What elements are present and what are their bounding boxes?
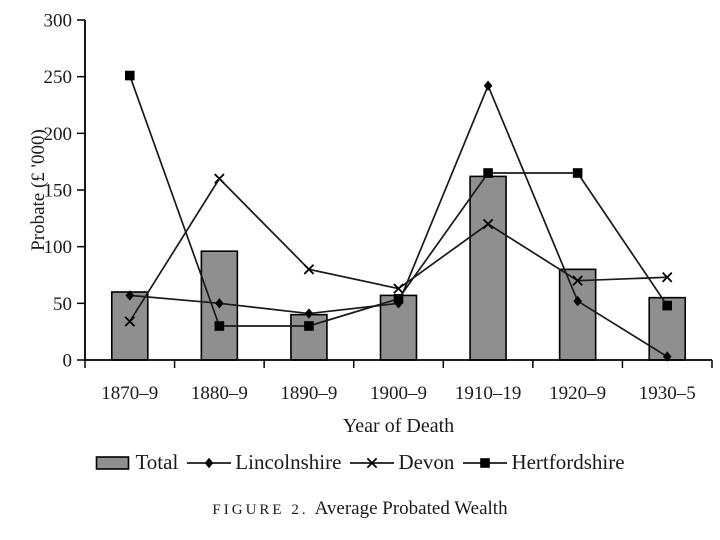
devon-x-marker-icon — [350, 457, 395, 468]
x-tick-label-1: 1880–9 — [191, 383, 248, 404]
x-tick-label-0: 1870–9 — [101, 383, 158, 404]
chart-legend: Total Lincolnshire Devon Hertfordshire — [0, 450, 720, 475]
y-axis-title: Probate (£ '000) — [28, 129, 49, 251]
marker-hertfordshire-0 — [124, 70, 135, 81]
lincolnshire-diamond-marker-icon — [187, 457, 232, 468]
devon-marker-glyph — [367, 457, 378, 468]
y-tick-label: 100 — [44, 237, 73, 258]
y-tick-label: 0 — [63, 351, 73, 372]
marker-lincolnshire-2 — [304, 308, 314, 319]
x-tick-label-3: 1900–9 — [370, 383, 427, 404]
bar-total-3 — [379, 294, 418, 361]
legend-label-devon: Devon — [398, 450, 455, 474]
x-tick-label-6: 1930–5 — [639, 383, 696, 404]
marker-devon-6 — [661, 272, 673, 283]
marker-hertfordshire-6 — [662, 300, 673, 311]
marker-hertfordshire-5 — [572, 168, 583, 178]
probate-wealth-chart: 0 50 100 150 200 250 300 1870–9 1880–9 1890–9 1900… — [28, 11, 713, 437]
marker-devon-5 — [572, 275, 583, 286]
legend-label-lincolnshire: Lincolnshire — [235, 450, 342, 474]
marker-hertfordshire-1 — [214, 321, 225, 331]
x-tick-label-4: 1910–19 — [455, 383, 522, 404]
legend-label-hertfordshire: Hertfordshire — [511, 450, 625, 474]
marker-hertfordshire-4 — [483, 168, 493, 178]
y-tick-label: 50 — [53, 294, 72, 315]
marker-lincolnshire-5 — [573, 295, 582, 307]
x-tick-label-5: 1920–9 — [549, 383, 606, 404]
marker-lincolnshire-1 — [215, 298, 224, 309]
x-tick-label-2: 1890–9 — [280, 383, 337, 404]
x-axis-title: Year of Death — [343, 415, 454, 437]
hertfordshire-square-marker-icon — [463, 457, 508, 468]
marker-devon-1 — [214, 173, 225, 184]
marker-devon-3 — [393, 283, 404, 294]
legend-item-total: Total — [95, 450, 178, 475]
marker-devon-4 — [482, 218, 494, 230]
bar-total-4 — [469, 175, 507, 361]
marker-lincolnshire-4 — [483, 80, 493, 91]
marker-devon-2 — [303, 264, 315, 275]
legend-item-hertfordshire: Hertfordshire — [463, 450, 625, 475]
bar-total-5 — [558, 268, 597, 361]
marker-lincolnshire-6 — [662, 351, 672, 362]
figure-title: Average Probated Wealth — [314, 498, 508, 519]
figure-number-label: FIGURE 2. — [212, 502, 309, 518]
y-tick-label: 300 — [44, 11, 73, 32]
hertfordshire-marker-glyph — [480, 457, 491, 468]
marker-hertfordshire-2 — [304, 321, 314, 331]
y-tick-label: 250 — [44, 67, 73, 88]
legend-label-total: Total — [135, 450, 179, 474]
y-tick-label: 200 — [44, 124, 73, 145]
y-tick-label: 150 — [44, 181, 73, 202]
marker-lincolnshire-0 — [125, 290, 135, 301]
marker-hertfordshire-3 — [393, 294, 404, 304]
total-bar-swatch-icon — [96, 455, 130, 470]
legend-item-lincolnshire: Lincolnshire — [187, 450, 341, 475]
marker-devon-0 — [124, 316, 136, 327]
legend-item-devon: Devon — [350, 450, 454, 475]
lincolnshire-marker-glyph — [204, 457, 214, 468]
figure-caption: FIGURE 2. Average Probated Wealth — [0, 498, 720, 520]
